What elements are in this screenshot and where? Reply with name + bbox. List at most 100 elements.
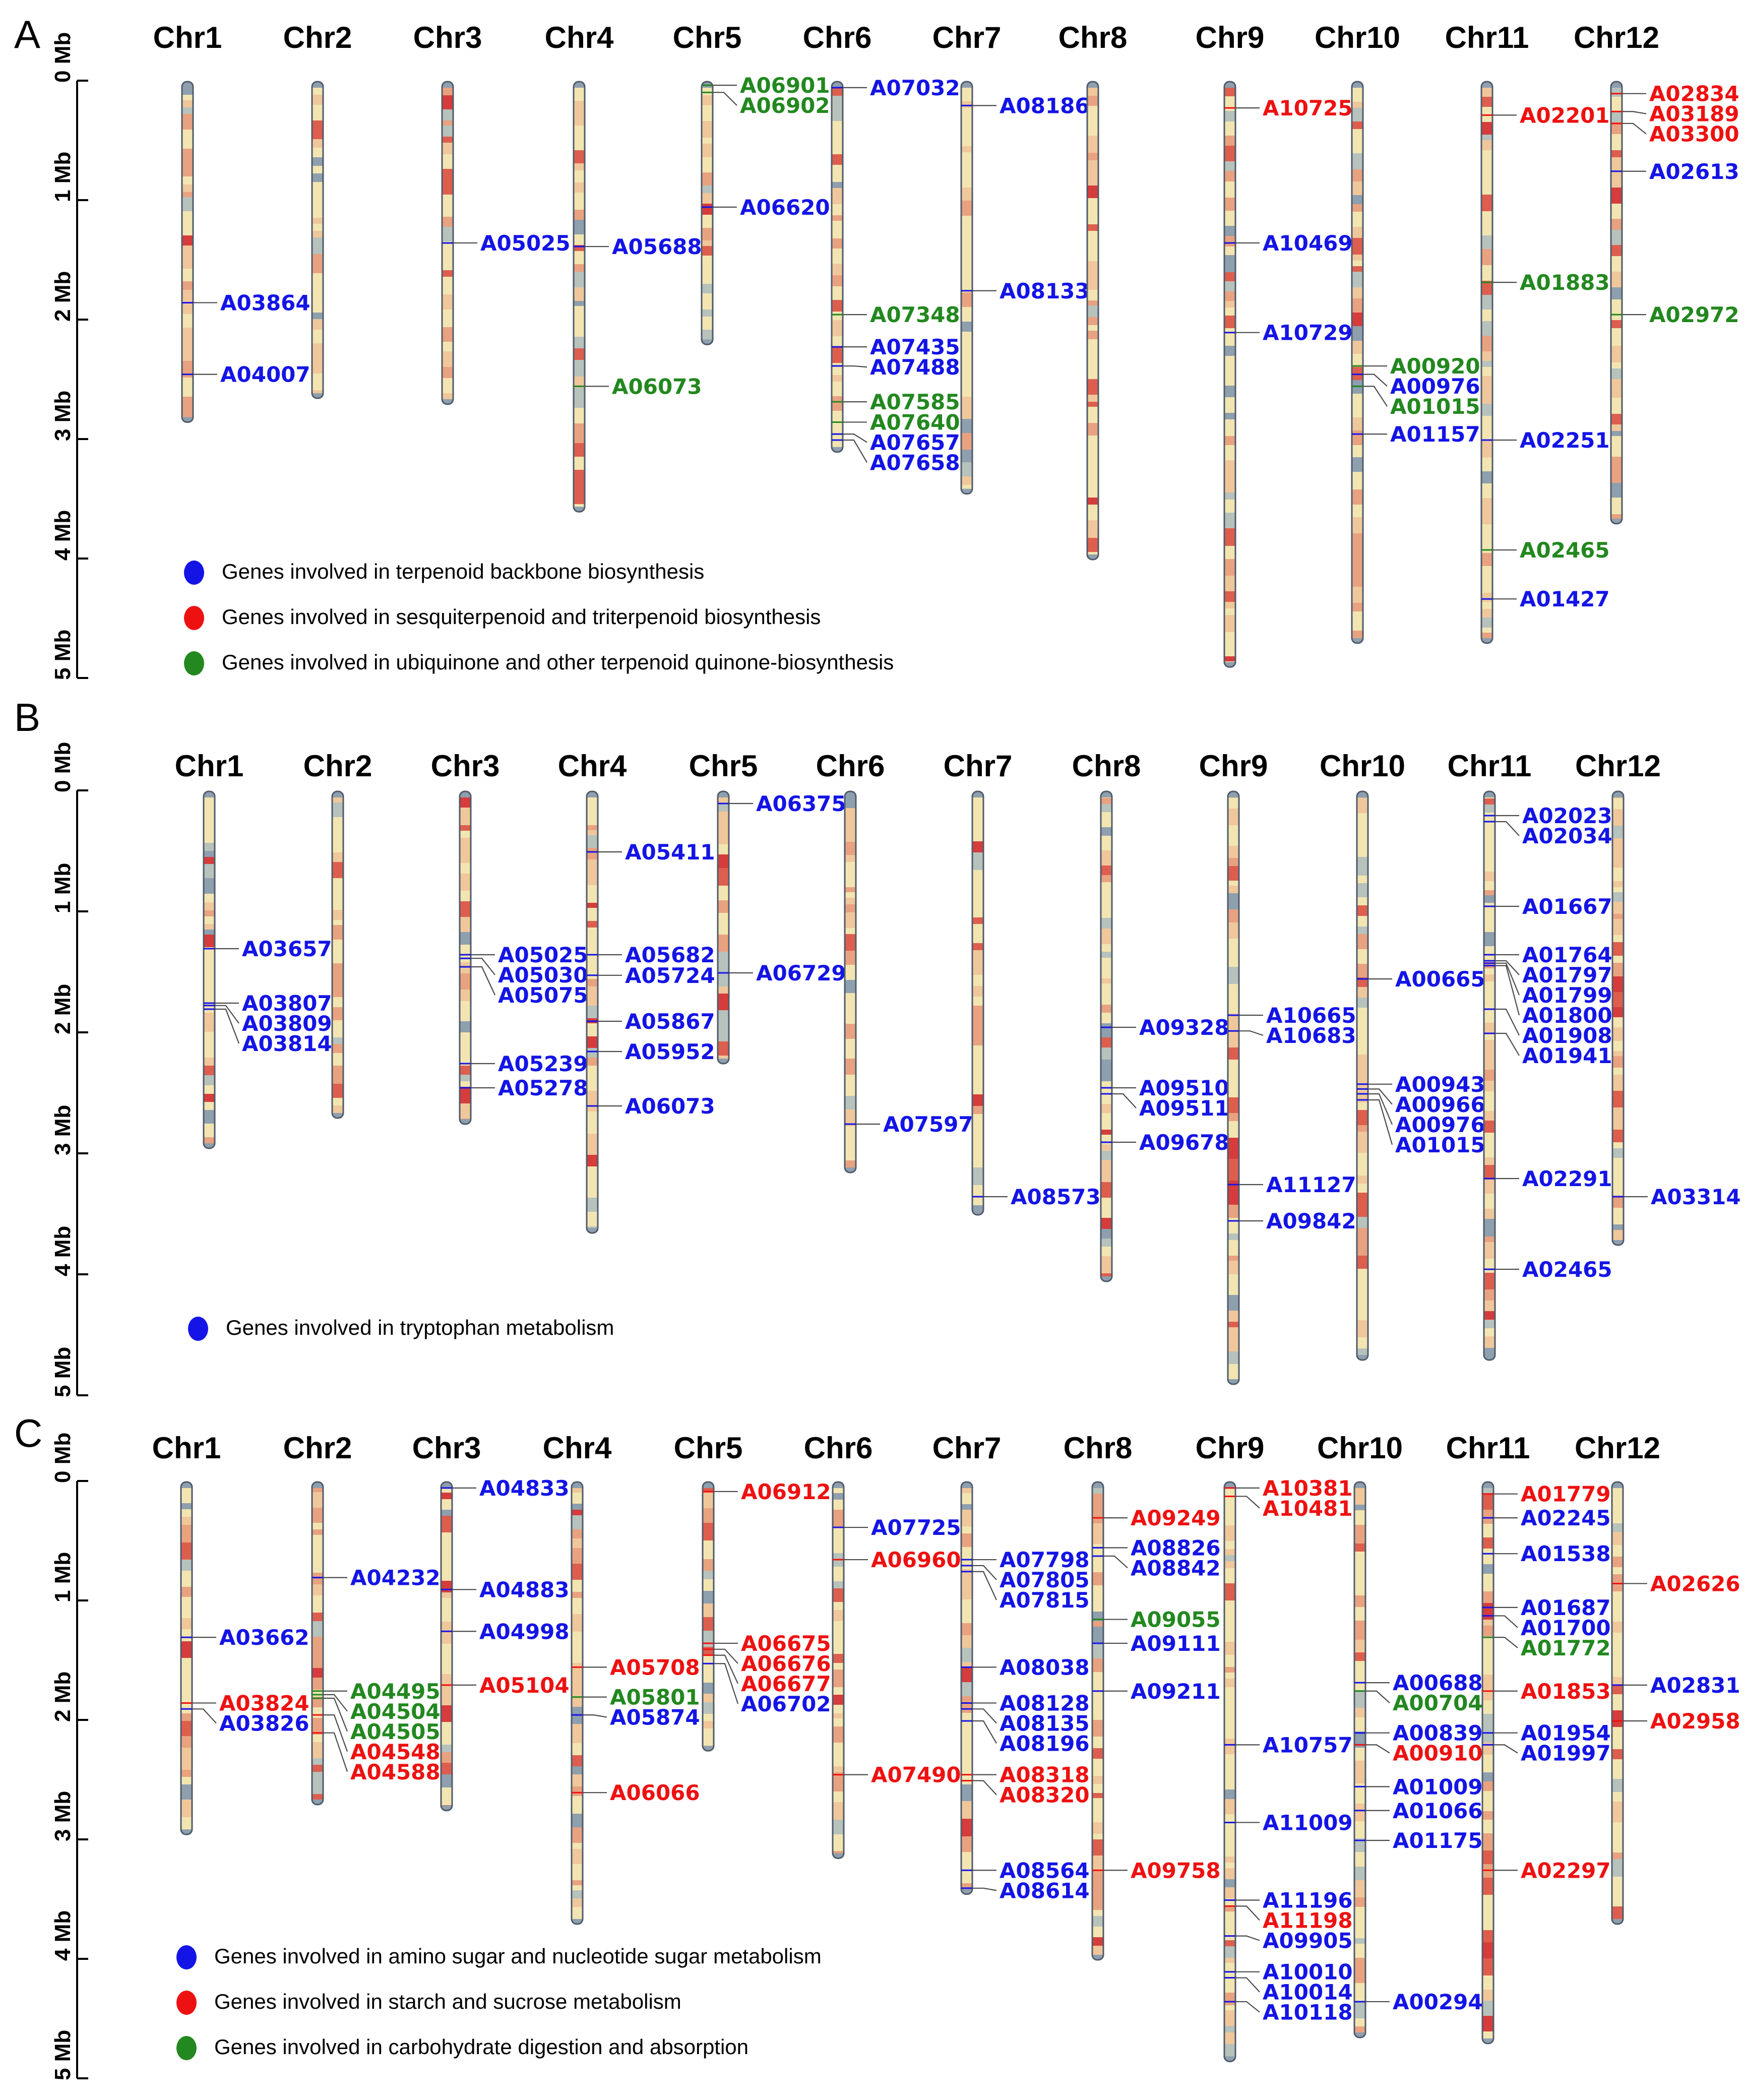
band (1611, 368, 1622, 380)
band (1092, 1707, 1103, 1720)
band (442, 294, 453, 310)
band (845, 1049, 856, 1059)
band (460, 863, 471, 869)
band (441, 1605, 452, 1622)
band (1352, 405, 1363, 418)
band (1224, 1923, 1235, 1941)
chromosome-bands (702, 82, 713, 345)
band (441, 1688, 452, 1706)
gene-label: A10481 (1263, 1496, 1353, 1521)
band-cap (312, 82, 323, 88)
chromosome-outline (203, 790, 216, 1149)
legend: Genes involved in terpenoid backbone bio… (184, 560, 894, 675)
scale-tick-label: 5 Mb (50, 630, 75, 680)
gene-marker: A01157 (1352, 422, 1480, 447)
band (1482, 1811, 1493, 1820)
band (460, 1050, 471, 1066)
band (1352, 472, 1363, 490)
gene-label: A10014 (1263, 1980, 1353, 2005)
band (702, 105, 713, 121)
legend-swatch (184, 561, 204, 585)
band (1352, 169, 1363, 182)
band-cap (961, 1482, 972, 1488)
band (1481, 173, 1492, 181)
band (1612, 1677, 1623, 1685)
band (1484, 1289, 1495, 1301)
band (1224, 1655, 1235, 1667)
band (1357, 1320, 1368, 1338)
chromosome-outline (701, 81, 714, 345)
gene-marker: A11009 (1224, 1810, 1353, 1835)
band (1481, 389, 1492, 404)
band (1224, 591, 1235, 602)
band (703, 1655, 714, 1671)
band (845, 1085, 856, 1096)
band (312, 173, 323, 182)
band-cap (1352, 82, 1363, 88)
band (1357, 987, 1368, 998)
band (204, 916, 215, 924)
gene-marker: A07435 (832, 335, 960, 359)
band (1224, 1673, 1235, 1679)
band-cap (574, 82, 585, 88)
chromosome-outline (586, 790, 599, 1234)
band (1228, 798, 1239, 809)
band (961, 1682, 972, 1697)
band (1228, 1295, 1239, 1311)
band (718, 935, 729, 952)
gene-label: A10665 (1266, 1003, 1356, 1028)
gene-label: A02958 (1650, 1709, 1740, 1734)
band (1228, 846, 1239, 858)
band (972, 1045, 983, 1060)
band (442, 367, 453, 379)
band (833, 1743, 844, 1752)
band (1357, 1184, 1368, 1193)
gene-label: A06073 (612, 374, 702, 399)
band (1087, 450, 1098, 457)
band (1224, 397, 1235, 413)
chromosome-bands (312, 82, 323, 399)
band (181, 1671, 192, 1688)
chromosome-bands (1357, 791, 1368, 1360)
gene-label: A07657 (870, 430, 960, 455)
band (845, 912, 856, 929)
band-cap (1228, 1379, 1239, 1384)
band (312, 1529, 323, 1535)
band (182, 176, 193, 185)
band (1352, 505, 1363, 518)
band (442, 327, 453, 342)
band (718, 986, 729, 994)
band-cap (1481, 638, 1492, 643)
band (961, 248, 972, 253)
band (574, 423, 585, 430)
band (572, 1580, 583, 1592)
band (1481, 361, 1492, 367)
band (587, 830, 598, 836)
band-cap (182, 417, 193, 422)
gene-marker: A04232 (312, 1566, 441, 1590)
band (702, 144, 713, 158)
gene-label: A03807 (242, 991, 332, 1016)
band (1092, 1672, 1103, 1688)
band (972, 797, 983, 813)
band (1354, 1838, 1365, 1852)
band (1087, 339, 1098, 352)
band (1352, 624, 1363, 631)
gene-marker: A05867 (587, 1009, 715, 1034)
band (574, 491, 585, 505)
band (1228, 1218, 1239, 1227)
band (832, 121, 843, 138)
band (1354, 1652, 1365, 1661)
band (1481, 536, 1492, 553)
gene-leader (215, 1005, 239, 1024)
band (1228, 1327, 1239, 1338)
gene-marker: A01538 (1482, 1541, 1611, 1566)
band (1611, 424, 1622, 431)
band (972, 1159, 983, 1168)
band (972, 924, 983, 939)
band (1357, 1079, 1368, 1096)
